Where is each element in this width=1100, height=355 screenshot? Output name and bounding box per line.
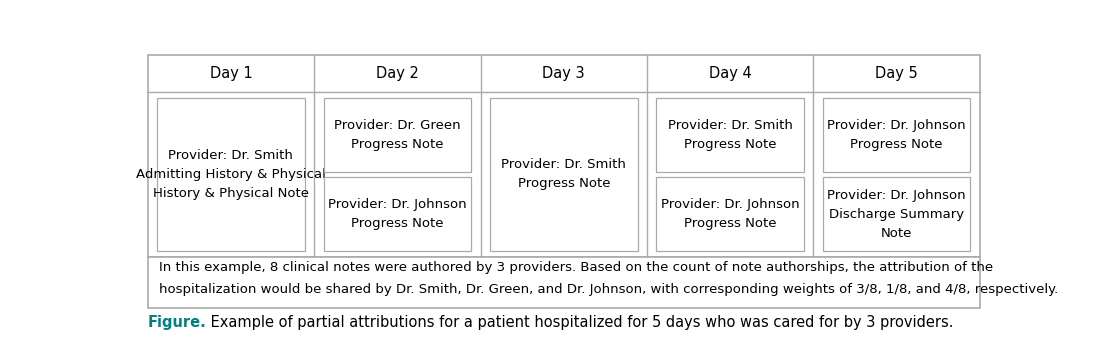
Text: Provider: Dr. Smith
Progress Note: Provider: Dr. Smith Progress Note	[668, 119, 793, 151]
Bar	[823, 177, 970, 251]
Text: Day 2: Day 2	[376, 66, 419, 81]
Text: Day 3: Day 3	[542, 66, 585, 81]
Text: In this example, 8 clinical notes were authored by 3 providers. Based on the cou: In this example, 8 clinical notes were a…	[158, 261, 1058, 296]
Bar	[323, 177, 471, 251]
Text: Provider: Dr. Johnson
Discharge Summary
Note: Provider: Dr. Johnson Discharge Summary …	[827, 189, 966, 240]
Text: Day 4: Day 4	[708, 66, 751, 81]
Bar	[823, 98, 970, 172]
Bar	[657, 177, 804, 251]
Text: Example of partial attributions for a patient hospitalized for 5 days who was ca: Example of partial attributions for a pa…	[207, 315, 954, 330]
Bar	[490, 98, 638, 251]
Bar	[147, 257, 980, 308]
Text: Provider: Dr. Smith
Admitting History & Physical
History & Physical Note: Provider: Dr. Smith Admitting History & …	[136, 149, 326, 200]
Text: Provider: Dr. Johnson
Progress Note: Provider: Dr. Johnson Progress Note	[661, 198, 800, 230]
Text: Provider: Dr. Johnson
Progress Note: Provider: Dr. Johnson Progress Note	[328, 198, 466, 230]
Text: Figure.: Figure.	[147, 315, 207, 330]
Text: Day 5: Day 5	[876, 66, 917, 81]
Bar	[657, 98, 804, 172]
Bar	[323, 98, 471, 172]
Bar	[147, 55, 980, 257]
Text: Provider: Dr. Smith
Progress Note: Provider: Dr. Smith Progress Note	[502, 158, 626, 191]
Text: Provider: Dr. Johnson
Progress Note: Provider: Dr. Johnson Progress Note	[827, 119, 966, 151]
Text: Provider: Dr. Green
Progress Note: Provider: Dr. Green Progress Note	[334, 119, 461, 151]
Bar	[157, 98, 305, 251]
Text: Day 1: Day 1	[210, 66, 252, 81]
